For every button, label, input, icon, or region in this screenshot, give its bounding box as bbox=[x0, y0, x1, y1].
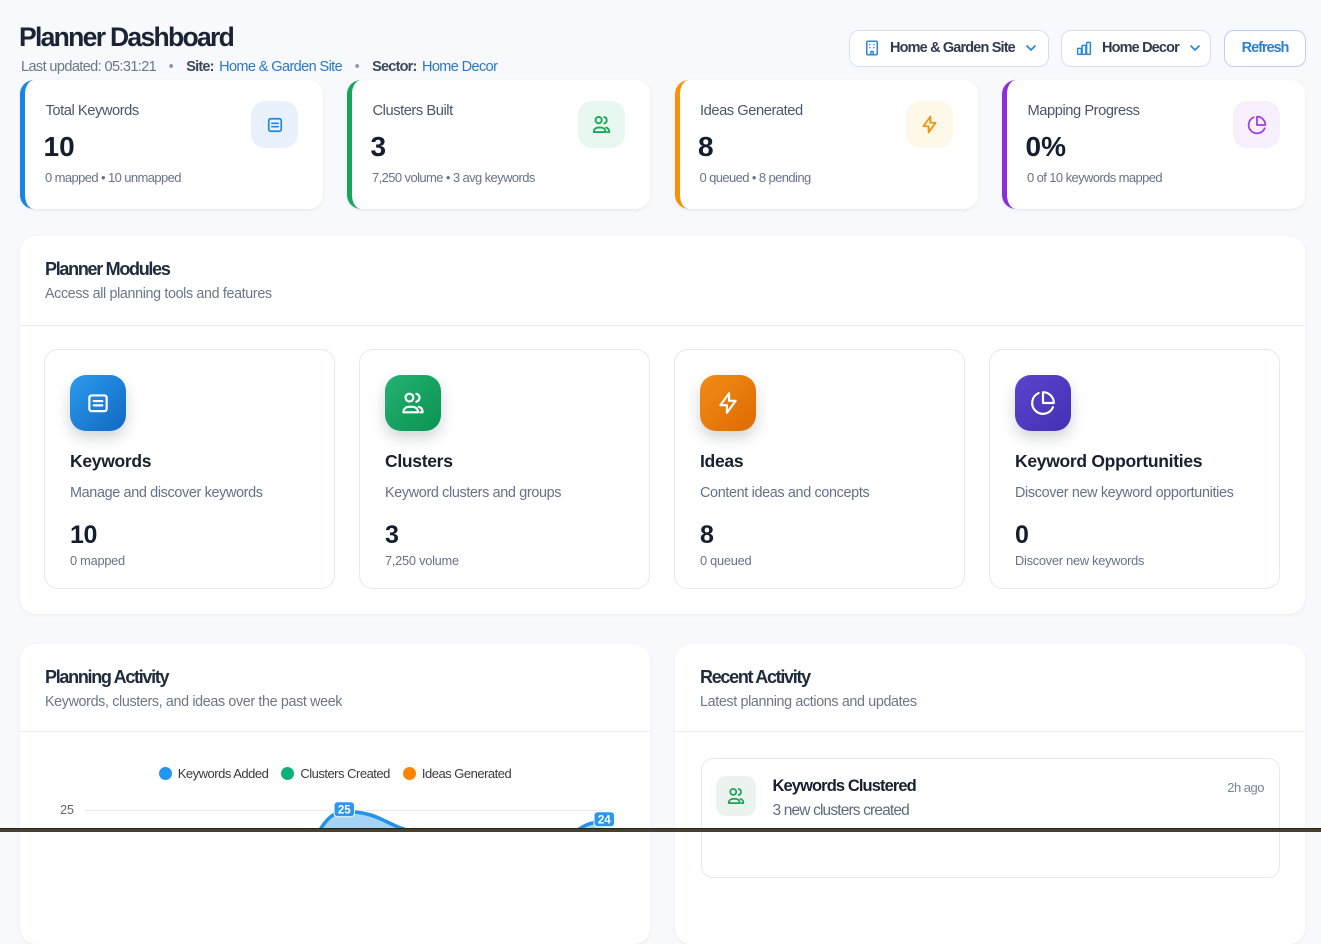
svg-text:24: 24 bbox=[598, 814, 611, 826]
svg-text:25: 25 bbox=[338, 804, 351, 816]
